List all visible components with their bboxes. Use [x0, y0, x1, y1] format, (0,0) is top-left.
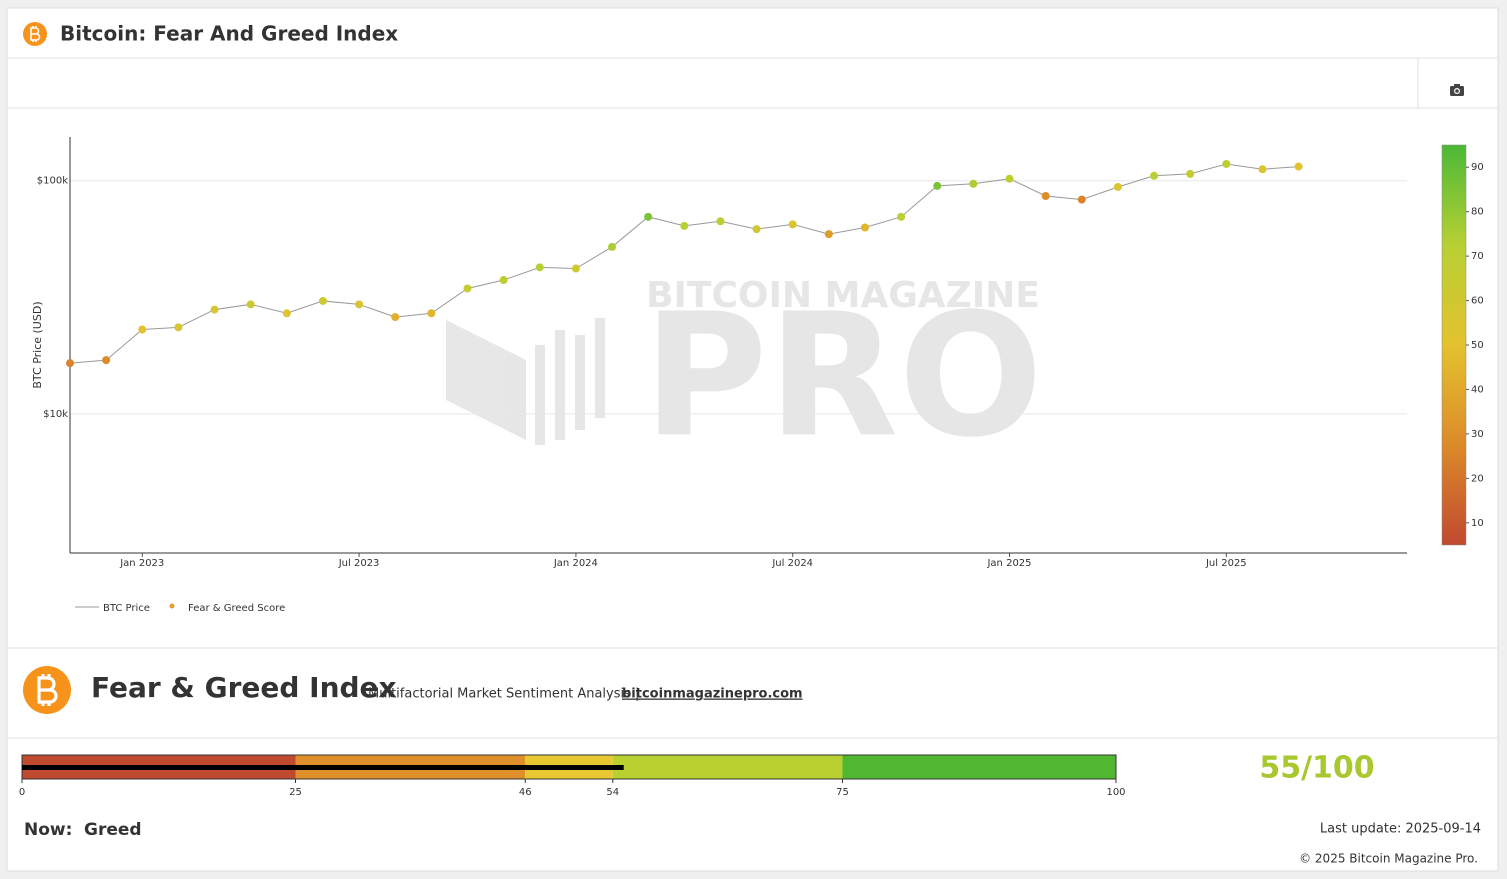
sentiment-dot	[788, 220, 797, 229]
sentiment-dot	[1186, 169, 1195, 178]
y-tick-label: $100k	[37, 176, 68, 187]
sentiment-dot	[571, 264, 580, 273]
sentiment-dot	[716, 217, 725, 226]
colorbar-label: 50	[1471, 340, 1484, 351]
sentiment-dot	[427, 309, 436, 318]
sentiment-dot	[210, 305, 219, 314]
sentiment-dot	[66, 359, 74, 368]
sentiment-dot	[608, 242, 617, 251]
colorbar-label: 30	[1471, 429, 1484, 440]
y-axis-title: BTC Price (USD)	[31, 301, 44, 388]
panel-title: Fear & Greed Index	[91, 671, 397, 704]
x-tick-label: Jul 2025	[1205, 558, 1247, 569]
logo-small	[23, 22, 47, 46]
sentiment-dot	[138, 325, 147, 334]
sentiment-dot	[1113, 182, 1122, 191]
x-tick-label: Jul 2024	[771, 558, 813, 569]
sentiment-dot	[933, 181, 942, 190]
gauge-pointer	[22, 765, 624, 770]
x-tick-label: Jan 2023	[119, 558, 164, 569]
sentiment-dot	[174, 323, 183, 332]
panel-subtitle: Multifactorial Market Sentiment Analysis…	[368, 687, 639, 702]
gauge-tick-label: 0	[19, 787, 25, 798]
sentiment-dot	[355, 300, 364, 309]
colorbar-label: 90	[1471, 162, 1484, 173]
sentiment-dot	[1150, 171, 1159, 180]
gauge-tick-label: 25	[289, 787, 302, 798]
site-link[interactable]: bitcoinmagazinepro.com	[622, 687, 803, 702]
gauge-tick-label: 100	[1106, 787, 1125, 798]
sentiment-dot	[246, 300, 255, 309]
camera-button[interactable]	[1450, 84, 1464, 96]
sentiment-dot	[680, 221, 689, 230]
x-tick-label: Jan 2024	[553, 558, 598, 569]
status: Greed	[84, 820, 142, 840]
sentiment-dot	[318, 296, 327, 305]
page-title: Bitcoin: Fear And Greed Index	[60, 22, 398, 46]
now-label: Now:	[24, 820, 72, 840]
gauge-tick-label: 54	[606, 787, 619, 798]
watermark-text: BITCOIN MAGAZINE	[646, 275, 1040, 316]
legend-label: Fear & Greed Score	[188, 603, 285, 614]
sentiment-dot	[463, 284, 472, 293]
copyright: © 2025 Bitcoin Magazine Pro.	[1299, 852, 1478, 866]
watermark-text: PRO	[643, 277, 1043, 475]
gauge-segment	[612, 755, 843, 779]
sentiment-dot	[391, 313, 400, 322]
sentiment-dot	[282, 309, 291, 318]
sentiment-dot	[1294, 162, 1303, 171]
sentiment-dot	[824, 230, 833, 239]
sentiment-dot	[1222, 159, 1231, 168]
legend-dot	[169, 603, 175, 609]
sentiment-dot	[1077, 195, 1086, 204]
sentiment-dot	[102, 356, 111, 365]
colorbar	[1441, 144, 1467, 546]
x-tick-label: Jul 2023	[338, 558, 380, 569]
logo-large	[23, 666, 71, 714]
colorbar-label: 60	[1471, 296, 1484, 307]
last-update: Last update: 2025-09-14	[1320, 822, 1481, 837]
sentiment-dot	[860, 223, 869, 232]
colorbar-label: 70	[1471, 251, 1484, 262]
legend-label: BTC Price	[103, 603, 150, 614]
score: 55/100	[1259, 751, 1374, 786]
card	[6, 7, 1499, 872]
sentiment-dot	[499, 276, 508, 285]
sentiment-dot	[969, 179, 978, 188]
sentiment-dot	[1005, 174, 1014, 183]
colorbar-label: 80	[1471, 207, 1484, 218]
y-tick-label: $10k	[43, 409, 68, 420]
sentiment-dot	[897, 212, 906, 221]
gauge-tick-label: 75	[836, 787, 849, 798]
sentiment-dot	[752, 225, 761, 234]
colorbar-label: 10	[1471, 518, 1484, 529]
colorbar-label: 40	[1471, 384, 1484, 395]
sentiment-dot	[535, 263, 544, 272]
gauge-segment	[842, 755, 1116, 779]
gauge-tick-label: 46	[519, 787, 532, 798]
sentiment-dot	[644, 212, 653, 221]
colorbar-label: 20	[1471, 473, 1484, 484]
sentiment-dot	[1041, 191, 1050, 200]
sentiment-dot	[1258, 165, 1267, 174]
x-tick-label: Jan 2025	[986, 558, 1031, 569]
